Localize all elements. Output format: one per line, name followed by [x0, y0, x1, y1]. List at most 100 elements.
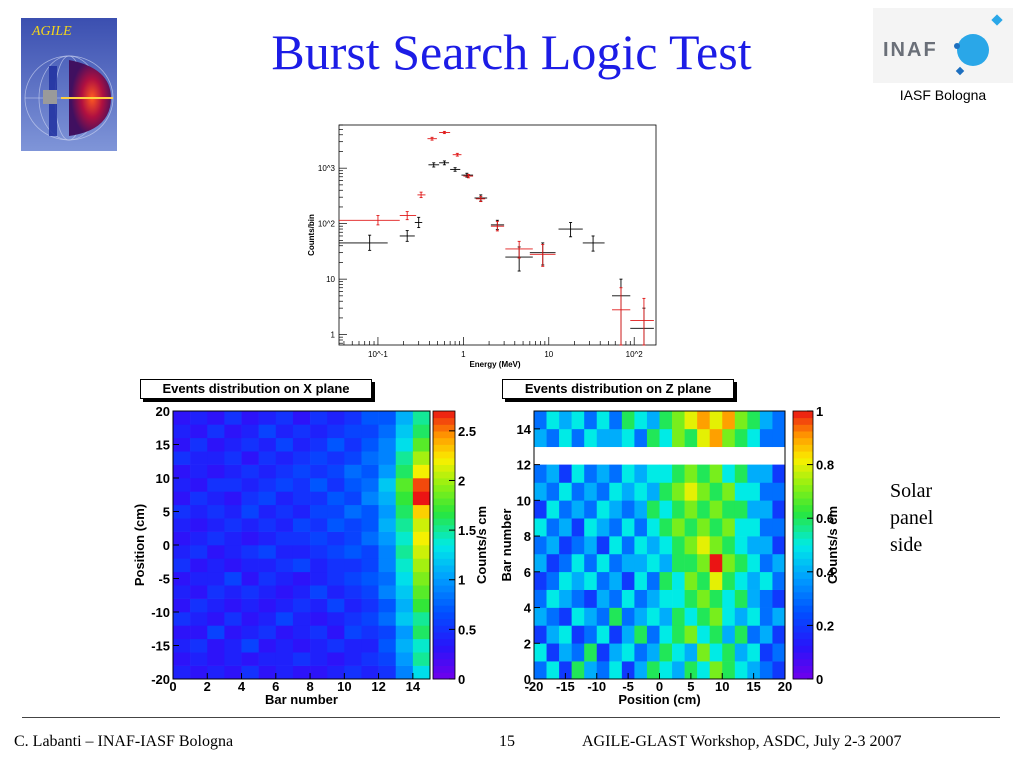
heatmap-cell [258, 437, 277, 452]
heatmap-cell [395, 478, 414, 492]
data-point [450, 167, 461, 172]
heatmap-cell [327, 612, 345, 626]
heatmap-cell [584, 643, 598, 662]
heatmap-cell [224, 504, 242, 519]
heatmap-cell [258, 558, 277, 573]
colorbar-segment [433, 605, 455, 613]
heatmap-cell [559, 500, 572, 519]
heatmap-cell [412, 665, 431, 680]
heatmap-cell [659, 643, 673, 662]
heatmap-cell [361, 598, 379, 613]
heatmap-cell [734, 428, 748, 448]
heatmap-cell [747, 518, 761, 537]
y-axis-label: Counts/bin [307, 214, 316, 256]
heatmap-cell [224, 451, 242, 465]
heatmap-cell [747, 553, 761, 573]
heatmap-cell [190, 665, 208, 680]
heatmap-cell [310, 585, 328, 599]
heatmap-cell [207, 625, 225, 640]
heatmap-cell [344, 464, 362, 479]
heatmap-cell [659, 571, 673, 590]
heatmap-cell [310, 625, 328, 640]
heatmap-cell [310, 652, 328, 666]
heatmap-cell [609, 518, 623, 537]
heatmap-cell [241, 558, 259, 573]
heatmap-cell [190, 585, 208, 599]
heatmap-cell [646, 625, 660, 644]
heatmap-cell [747, 500, 761, 519]
heatmap-cell [327, 558, 345, 573]
heatmap-cell [310, 638, 328, 653]
heatmap-cell [190, 478, 208, 492]
heatmap-cell [224, 518, 242, 532]
colorbar-segment [793, 538, 813, 546]
heatmap-cell [241, 612, 259, 626]
heatmap-cell [395, 558, 414, 573]
heatmap-cell [173, 411, 191, 425]
y-tick-label: 8 [524, 529, 531, 544]
heatmap-cell [378, 518, 397, 532]
colorbar-tick-label: 0.5 [458, 622, 476, 637]
colorbar-segment [433, 612, 455, 620]
heatmap-cell [571, 625, 585, 644]
heatmap-cell [672, 571, 685, 590]
heatmap-cell [241, 451, 259, 465]
colorbar-segment [433, 524, 455, 532]
heatmap-cell [327, 638, 345, 653]
heatmap-cell [241, 598, 259, 613]
heatmap-cell [734, 500, 748, 519]
heatmap-cell [344, 612, 362, 626]
heatmap-cell [224, 531, 242, 546]
heatmap-cell [609, 500, 623, 519]
heatmap-cell [412, 598, 431, 613]
heatmap-cell [659, 607, 673, 626]
colorbar-segment [793, 632, 813, 640]
heatmap-cell [173, 571, 191, 586]
heatmap-cell [292, 652, 311, 666]
heatmap-cell [534, 661, 547, 680]
colorbar-segment [793, 531, 813, 539]
heatmap-cell [722, 536, 736, 555]
heatmap-cell [684, 571, 698, 590]
heatmap-cell [659, 661, 673, 680]
heatmap-cell [634, 589, 648, 608]
heatmap-cell [659, 625, 673, 644]
heatmap-cell [241, 424, 259, 439]
data-point [452, 152, 462, 157]
heatmap-cell [275, 531, 294, 546]
heatmap-cell [361, 558, 379, 573]
heatmap-cell [697, 411, 710, 430]
heatmap-cell [559, 625, 572, 644]
agile-logo [21, 18, 117, 151]
heatmap-cell [559, 553, 572, 573]
heatmap-cell [412, 518, 431, 532]
heatmap-cell [361, 437, 379, 452]
heatmap-cell [224, 665, 242, 680]
footer-divider [22, 717, 1000, 718]
heatmap-cell [759, 518, 773, 537]
heatmap-cell [378, 545, 397, 559]
heatmap-cell [207, 665, 225, 680]
heatmap-cell [190, 598, 208, 613]
colorbar-segment [793, 665, 813, 673]
colorbar-segment [433, 538, 455, 546]
colorbar-segment [433, 437, 455, 445]
x-axis-label: Position (cm) [618, 692, 700, 707]
heatmap-cell [275, 638, 294, 653]
heatmap-cell [646, 428, 660, 448]
heatmap-cell [190, 518, 208, 532]
heatmap-cell [344, 504, 362, 519]
heatmap-cell [722, 518, 736, 537]
heatmap-cell [634, 518, 648, 537]
heatmap-cell [684, 518, 698, 537]
heatmap-cell [634, 571, 648, 590]
heatmap-cell [327, 598, 345, 613]
heatmap-cell [722, 482, 736, 501]
colorbar-segment [433, 511, 455, 519]
heatmap-cell [207, 504, 225, 519]
colorbar-label: Counts/s cm [825, 506, 840, 584]
heatmap-cell [378, 478, 397, 492]
heatmap-cell [378, 491, 397, 506]
heatmap-cell [759, 643, 773, 662]
heatmap-cell [584, 661, 598, 680]
